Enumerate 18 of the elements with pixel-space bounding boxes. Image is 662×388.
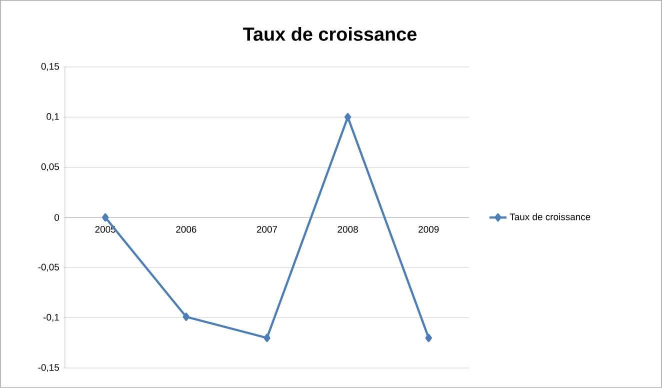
point <box>344 113 352 122</box>
y-tick-label: -0,05 <box>38 264 60 272</box>
point <box>264 334 270 342</box>
y-tick-label: -0,15 <box>38 364 60 372</box>
x-tick-label: 2008 <box>338 226 358 233</box>
y-tick-label: 0,05 <box>41 163 60 172</box>
point <box>425 334 432 342</box>
y-tick-label: -0,1 <box>44 314 59 322</box>
x-tick-label: 2009 <box>418 226 439 233</box>
x-tick-label: 2006 <box>176 226 196 233</box>
y-tick-label: 0 <box>54 214 60 221</box>
chart-title: Taux de croissance <box>243 26 417 41</box>
point <box>182 312 190 321</box>
y-tick-label: 0,1 <box>46 113 59 122</box>
legend-label: Taux de croissance <box>510 213 590 220</box>
point <box>102 213 109 222</box>
x-tick-label: 2007 <box>256 226 278 233</box>
y-tick-label: 0,15 <box>41 63 60 71</box>
